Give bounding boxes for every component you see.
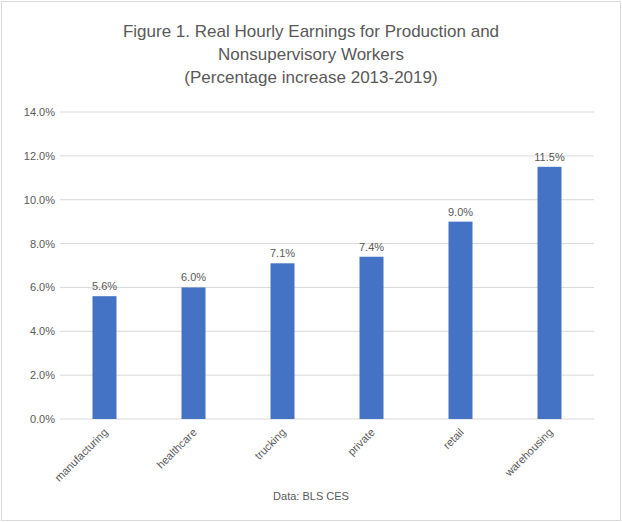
data-label: 5.6% (92, 280, 117, 292)
y-tick-label: 2.0% (30, 369, 55, 381)
bar (360, 257, 384, 419)
data-label: 7.1% (270, 247, 295, 259)
bar (449, 222, 473, 419)
x-tick-label: retail (441, 426, 466, 451)
grid-line (60, 155, 594, 156)
bar (93, 296, 117, 419)
y-tick-label: 8.0% (30, 238, 55, 250)
title-line: Figure 1. Real Hourly Earnings for Produ… (123, 22, 499, 41)
grid-line (60, 112, 594, 113)
y-axis: 0.0% 2.0% 4.0% 6.0% 8.0% 10.0% 12.0% 14.0% (24, 106, 55, 425)
grid-line (60, 419, 594, 420)
background (0, 0, 622, 522)
data-labels: 5.6% 6.0% 7.1% 7.4% 9.0% 11.5% (92, 151, 565, 292)
bar (271, 263, 295, 419)
bars (93, 167, 562, 419)
y-tick-label: 12.0% (24, 150, 55, 162)
grid-line (60, 199, 594, 200)
y-tick-label: 0.0% (30, 413, 55, 425)
title-line: Nonsupervisory Workers (218, 45, 404, 64)
bar (538, 167, 562, 419)
grid-line (60, 331, 594, 332)
x-tick-label: warehousing (502, 426, 555, 479)
y-tick-label: 14.0% (24, 106, 55, 118)
title-group: Figure 1. Real Hourly Earnings for Produ… (123, 22, 499, 87)
chart: Figure 1. Real Hourly Earnings for Produ… (0, 0, 622, 522)
bar (182, 287, 206, 419)
grid-line (60, 287, 594, 288)
data-label: 9.0% (448, 206, 473, 218)
grid-line (60, 375, 594, 376)
subtitle: (Percentage increase 2013-2019) (184, 68, 437, 87)
title: Figure 1. Real Hourly Earnings for Produ… (123, 22, 499, 64)
y-tick-label: 10.0% (24, 194, 55, 206)
x-tick-label: private (345, 426, 377, 458)
data-label: 6.0% (181, 271, 206, 283)
x-axis: manufacturing healthcare trucking private re… (52, 426, 555, 484)
grid (60, 112, 594, 419)
data-label: 7.4% (359, 241, 384, 253)
grid-line (60, 243, 594, 244)
chart-border (2, 2, 621, 521)
y-tick-label: 6.0% (30, 281, 55, 293)
source: Data: BLS CES (273, 490, 349, 502)
x-tick-label: trucking (252, 426, 288, 462)
data-label: 11.5% (534, 151, 565, 163)
y-tick-label: 4.0% (30, 325, 55, 337)
x-tick-label: manufacturing (52, 426, 110, 484)
x-tick-label: healthcare (154, 426, 199, 471)
